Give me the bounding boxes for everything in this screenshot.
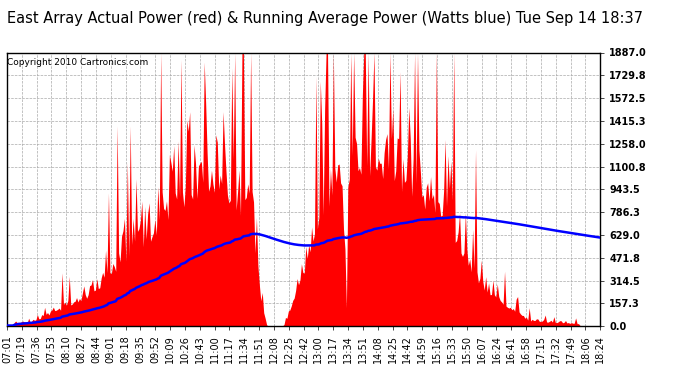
Text: Copyright 2010 Cartronics.com: Copyright 2010 Cartronics.com bbox=[8, 58, 149, 67]
Text: East Array Actual Power (red) & Running Average Power (Watts blue) Tue Sep 14 18: East Array Actual Power (red) & Running … bbox=[7, 11, 643, 26]
